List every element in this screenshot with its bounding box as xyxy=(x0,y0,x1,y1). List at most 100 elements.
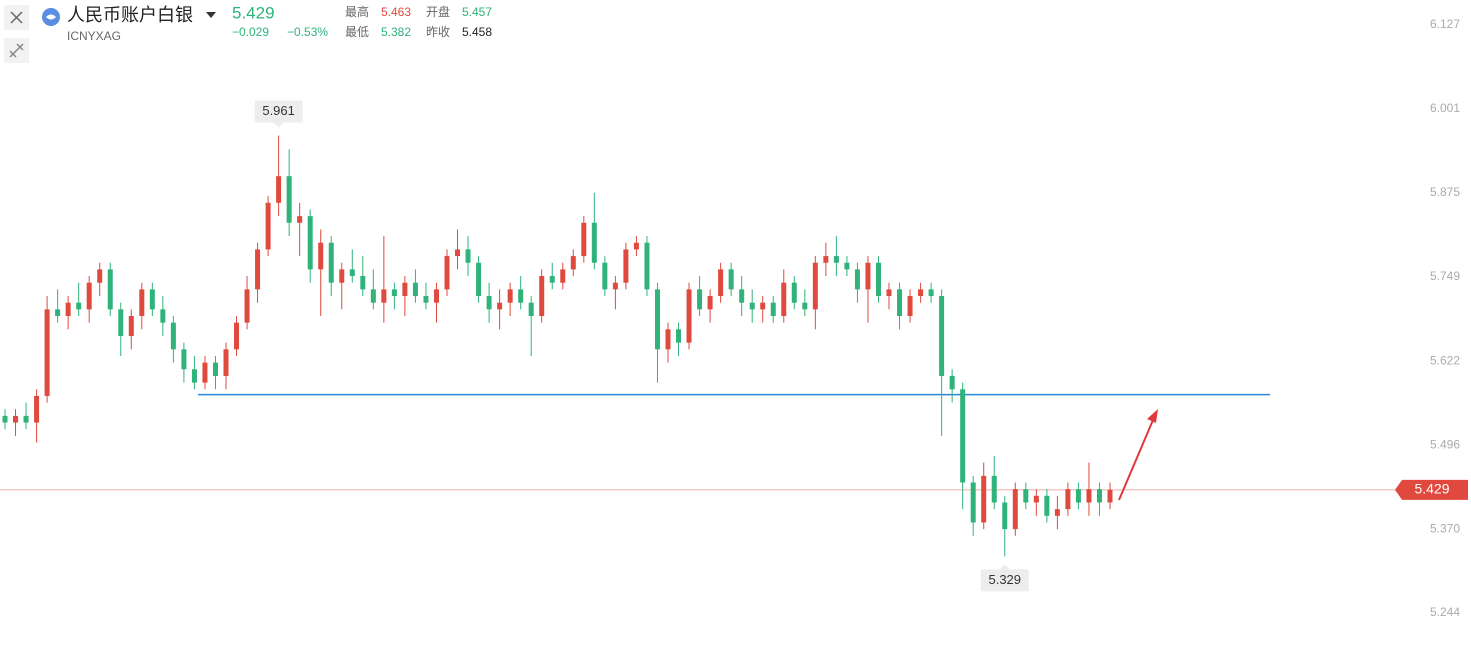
candle-body xyxy=(507,289,513,303)
price: 5.429 xyxy=(232,3,275,22)
candle-body xyxy=(760,302,766,310)
candle-body xyxy=(802,302,808,310)
candle-body xyxy=(402,282,408,297)
candle-body xyxy=(854,269,860,290)
candle-body xyxy=(486,296,492,310)
annotation-label: 5.329 xyxy=(988,572,1021,587)
candle-body xyxy=(170,322,176,350)
candle-body xyxy=(223,349,229,376)
candle-body xyxy=(212,362,218,376)
candle-body xyxy=(234,322,240,350)
annotation-pointer xyxy=(999,564,1010,570)
annotation-box xyxy=(254,100,303,123)
candle-body xyxy=(718,269,724,297)
candle-body xyxy=(76,302,82,310)
dropdown-icon[interactable] xyxy=(206,12,216,18)
candle-body xyxy=(360,276,366,290)
candle-body xyxy=(528,302,534,317)
candle-body xyxy=(2,415,8,423)
candle-body xyxy=(139,289,145,317)
candle-body xyxy=(1023,489,1029,503)
candle-body xyxy=(1033,495,1039,503)
y-tick-label: 5.244 xyxy=(1430,605,1460,619)
candle-body xyxy=(897,289,903,317)
candle-body xyxy=(412,282,418,297)
candle-body xyxy=(65,302,71,317)
candle-body xyxy=(202,362,208,383)
y-tick-label: 5.496 xyxy=(1430,437,1460,451)
candle-body xyxy=(97,269,103,283)
candle-body xyxy=(1096,489,1102,503)
candle-body xyxy=(781,282,787,317)
candle-body xyxy=(844,262,850,270)
candle-body xyxy=(539,276,545,317)
candle-body xyxy=(1054,509,1060,516)
candle-body xyxy=(1107,489,1113,503)
candle-body xyxy=(644,242,650,290)
y-tick-label: 5.370 xyxy=(1430,521,1460,535)
candle-body xyxy=(602,262,608,290)
candle-body xyxy=(697,289,703,310)
stat-value: 5.382 xyxy=(381,25,411,39)
candle-body xyxy=(1044,495,1050,516)
candle-body xyxy=(970,482,976,523)
candle-body xyxy=(549,276,555,283)
candle-body xyxy=(497,302,503,310)
candle-body xyxy=(433,289,439,303)
candle-body xyxy=(339,269,345,283)
stat-label: 最高 xyxy=(345,4,369,19)
price-tag xyxy=(1395,479,1468,500)
candle-body xyxy=(981,475,987,523)
arrow-head xyxy=(1147,409,1158,423)
candle-body xyxy=(349,269,355,277)
candle-body xyxy=(886,289,892,297)
candle-body xyxy=(276,176,282,203)
candle-body xyxy=(918,289,924,297)
candle-body xyxy=(518,289,524,303)
candle-body xyxy=(286,176,292,223)
candle-body xyxy=(1002,502,1008,530)
candle-body xyxy=(423,296,429,303)
candle-body xyxy=(949,375,955,390)
close-icon xyxy=(10,11,23,24)
annotation-box xyxy=(980,569,1029,592)
candle-body xyxy=(581,222,587,257)
change: −0.029 xyxy=(232,25,269,39)
candle-body xyxy=(770,302,776,317)
stat-label: 最低 xyxy=(345,25,369,39)
y-tick-label: 5.749 xyxy=(1430,269,1460,283)
candle-body xyxy=(1075,489,1081,503)
candle-body xyxy=(991,475,997,503)
candle-body xyxy=(86,282,92,310)
collapse-icon xyxy=(9,43,24,58)
candle-body xyxy=(297,216,303,223)
stat-value: 5.463 xyxy=(381,5,411,19)
title: 人民币账户白银 xyxy=(67,5,193,25)
stat-label: 昨收 xyxy=(426,25,450,39)
candle-body xyxy=(812,262,818,310)
candle-body xyxy=(118,309,124,336)
stat-label: 开盘 xyxy=(426,4,450,19)
candle-body xyxy=(875,262,881,297)
candle-body xyxy=(181,349,187,370)
candle-body xyxy=(907,296,913,317)
candle-body xyxy=(244,289,250,323)
candle-body xyxy=(191,369,197,383)
candle-body xyxy=(707,296,713,310)
candle-body xyxy=(739,289,745,303)
candle-body xyxy=(1065,489,1071,510)
candle-body xyxy=(633,242,639,250)
candle-body xyxy=(328,242,334,283)
y-tick-label: 5.875 xyxy=(1430,185,1460,199)
logo-mark xyxy=(46,14,56,20)
change-pct: −0.53% xyxy=(287,25,328,39)
candle-body xyxy=(370,289,376,303)
arrow-line xyxy=(1118,412,1157,501)
candle-body xyxy=(13,415,19,423)
y-tick-label: 6.001 xyxy=(1430,101,1460,115)
candle-body xyxy=(307,216,313,270)
candle-body xyxy=(791,282,797,303)
candle-body xyxy=(391,289,397,297)
candle-body xyxy=(160,309,166,323)
